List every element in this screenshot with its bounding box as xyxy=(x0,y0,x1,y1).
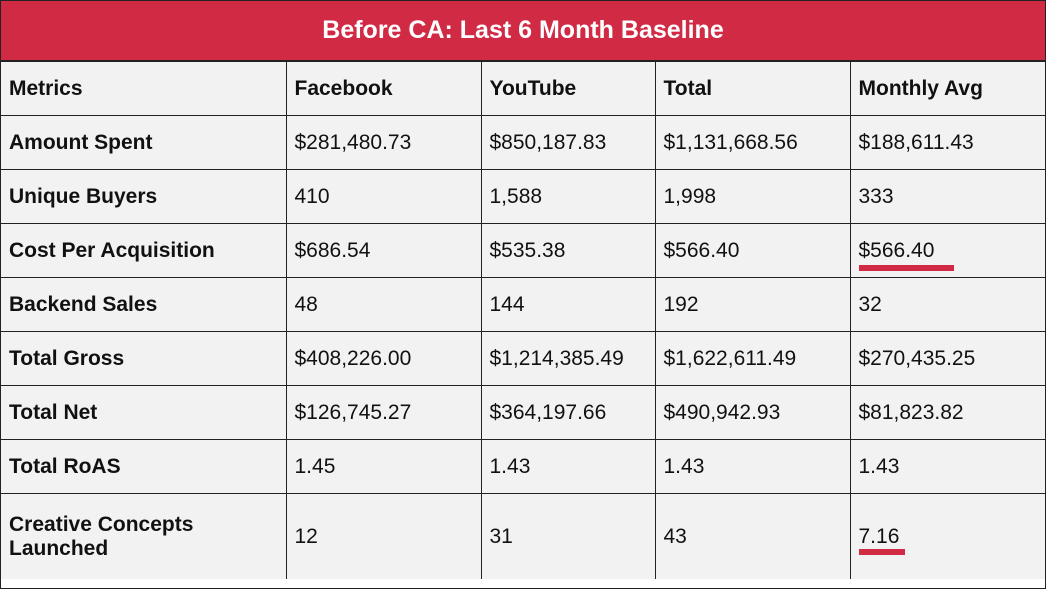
table-row: Cost Per Acquisition $686.54 $535.38 $566.4… xyxy=(1,223,1045,278)
table-row: Backend Sales 48 144 192 32 xyxy=(1,277,1045,332)
cell-value: $1,131,668.56 xyxy=(654,115,851,170)
cell-value: $126,745.27 xyxy=(285,385,482,440)
cell-value: 1.43 xyxy=(654,439,851,494)
cell-value: $1,622,611.49 xyxy=(654,331,851,386)
cell-value: $364,197.66 xyxy=(480,385,656,440)
metric-label: Creative Concepts Launched xyxy=(1,493,287,579)
table-row: Amount Spent $281,480.73 $850,187.83 $1,131… xyxy=(1,115,1045,170)
cell-value: $490,942.93 xyxy=(654,385,851,440)
cell-value: $850,187.83 xyxy=(480,115,656,170)
cell-value: 12 xyxy=(285,493,482,579)
cell-value: 144 xyxy=(480,277,656,332)
metric-label: Amount Spent xyxy=(1,115,287,170)
table-row: Creative Concepts Launched 12 31 43 7.16 xyxy=(1,493,1045,579)
cell-value: 31 xyxy=(480,493,656,579)
cell-value: 48 xyxy=(285,277,482,332)
table-row: Total Gross $408,226.00 $1,214,385.49 $1,62… xyxy=(1,331,1045,386)
metric-label: Backend Sales xyxy=(1,277,287,332)
cell-value: 192 xyxy=(654,277,851,332)
cell-value: $686.54 xyxy=(285,223,482,278)
metric-label: Total Net xyxy=(1,385,287,440)
metrics-table: Metrics Facebook YouTube Total Monthly Avg Am… xyxy=(1,62,1045,579)
highlight-underline xyxy=(858,549,905,555)
cell-value: $1,214,385.49 xyxy=(480,331,656,386)
column-header: Metrics xyxy=(1,62,287,116)
cell-value: 1,588 xyxy=(480,169,656,224)
column-header: Facebook xyxy=(285,62,482,116)
cell-value: 410 xyxy=(285,169,482,224)
cell-value: 32 xyxy=(849,277,1045,332)
cell-value: 333 xyxy=(849,169,1045,224)
cell-value: $566.40 xyxy=(849,223,1045,278)
cell-value: $81,823.82 xyxy=(849,385,1045,440)
cell-value: 1.43 xyxy=(849,439,1045,494)
metric-label: Cost Per Acquisition xyxy=(1,223,287,278)
table-row: Unique Buyers 410 1,588 1,998 333 xyxy=(1,169,1045,224)
cell-value: 7.16 xyxy=(849,493,1045,579)
cell-value: 1.45 xyxy=(285,439,482,494)
cell-value: $566.40 xyxy=(654,223,851,278)
cell-value: 1,998 xyxy=(654,169,851,224)
cell-value: 43 xyxy=(654,493,851,579)
metric-label: Unique Buyers xyxy=(1,169,287,224)
table-title: Before CA: Last 6 Month Baseline xyxy=(1,1,1045,62)
metric-label: Total Gross xyxy=(1,331,287,386)
header-row: Metrics Facebook YouTube Total Monthly Avg xyxy=(1,62,1045,116)
cell-value: 1.43 xyxy=(480,439,656,494)
highlight-underline xyxy=(858,265,954,271)
table-row: Total Net $126,745.27 $364,197.66 $490,942.… xyxy=(1,385,1045,440)
cell-value: $535.38 xyxy=(480,223,656,278)
metric-label: Total RoAS xyxy=(1,439,287,494)
cell-value: $281,480.73 xyxy=(285,115,482,170)
column-header: Monthly Avg xyxy=(849,62,1045,116)
cell-value: $188,611.43 xyxy=(849,115,1045,170)
table-row: Total RoAS 1.45 1.43 1.43 1.43 xyxy=(1,439,1045,494)
column-header: YouTube xyxy=(480,62,656,116)
cell-value: $408,226.00 xyxy=(285,331,482,386)
cell-value: $270,435.25 xyxy=(849,331,1045,386)
column-header: Total xyxy=(654,62,851,116)
